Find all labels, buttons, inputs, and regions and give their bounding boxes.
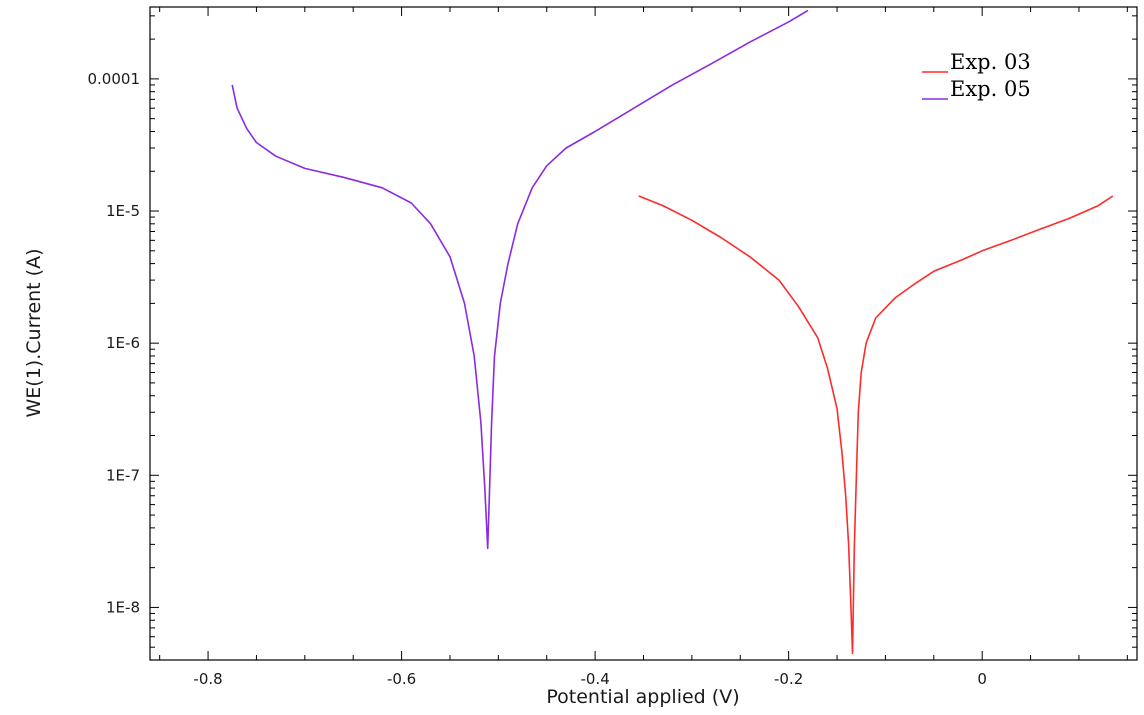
plot-area [149,6,1138,661]
series-line-exp-03 [638,195,1114,655]
legend-label: Exp. 03 [950,50,1031,74]
x-tick-label: -0.8 [193,670,222,688]
series-layer [231,9,1114,655]
series-line-exp-05 [231,9,809,550]
axis-ticks: -0.8 -0.6 -0.4 -0.2 0 1E-8 1E-7 1E-6 1E-5 0.0001 [88,7,1137,688]
y-tick-label: 0.0001 [88,70,141,88]
x-tick-label: -0.6 [387,670,416,688]
y-tick-label: 1E-6 [106,334,140,352]
legend-label: Exp. 05 [950,77,1031,101]
y-tick-label: 1E-5 [106,202,140,220]
y-tick-label: 1E-8 [106,598,140,616]
x-tick-label: -0.4 [580,670,609,688]
legend: Exp. 03 Exp. 05 [922,50,1031,101]
x-tick-label: -0.2 [774,670,803,688]
x-tick-label: 0 [977,670,987,688]
y-axis-label: WE(1).Current (A) [23,249,45,418]
x-axis-label: Potential applied (V) [546,686,739,708]
y-tick-label: 1E-7 [106,466,140,484]
